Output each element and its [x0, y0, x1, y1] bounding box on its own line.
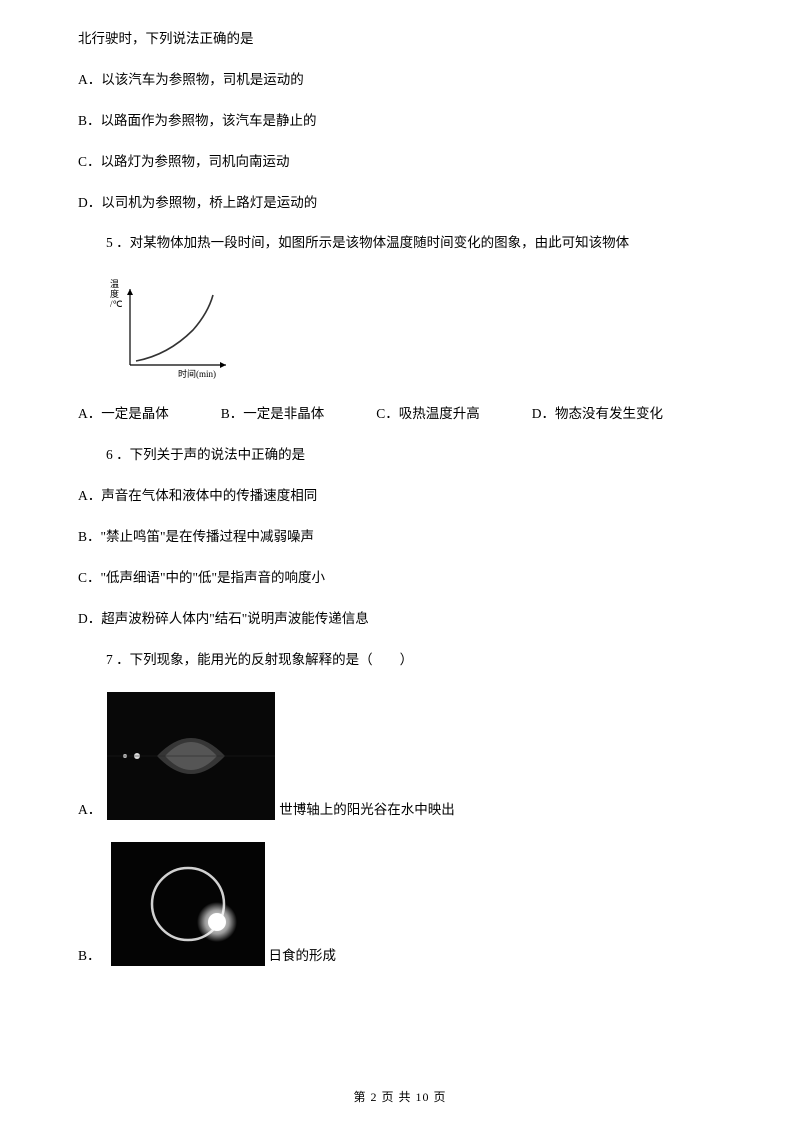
question-fragment: 北行驶时，下列说法正确的是: [78, 30, 722, 49]
temperature-graph-svg: 温 度 /℃ 时间(min): [108, 275, 238, 385]
svg-text:/℃: /℃: [110, 299, 123, 309]
q7-image-b: [111, 842, 265, 966]
q6-stem: 6 ．下列关于声的说法中正确的是: [78, 446, 722, 465]
q7-option-b-text: 日食的形成: [269, 947, 337, 966]
q4-option-d: D．以司机为参照物，桥上路灯是运动的: [78, 194, 722, 213]
q6-option-d: D．超声波粉碎人体内"结石"说明声波能传递信息: [78, 610, 722, 629]
q7-image-a: [107, 692, 275, 820]
q5-options: A．一定是晶体 B．一定是非晶体 C．吸热温度升高 D．物态没有发生变化: [78, 405, 722, 424]
q6-option-c: C．"低声细语"中的"低"是指声音的响度小: [78, 569, 722, 588]
q4-option-c: C．以路灯为参照物，司机向南运动: [78, 153, 722, 172]
q7-option-a-text: 世博轴上的阳光谷在水中映出: [279, 801, 455, 820]
q5-graph: 温 度 /℃ 时间(min): [108, 275, 238, 385]
svg-text:度: 度: [110, 288, 119, 299]
page-footer: 第 2 页 共 10 页: [0, 1089, 800, 1106]
q7-option-b-row: B． 日食的形成: [78, 842, 722, 966]
q6-option-a: A．声音在气体和液体中的传播速度相同: [78, 487, 722, 506]
q7-stem: 7 ．下列现象，能用光的反射现象解释的是（ ）: [78, 651, 722, 670]
y-axis-label: 温: [110, 279, 119, 289]
reflection-image-svg: [107, 692, 275, 820]
q6-option-b: B．"禁止鸣笛"是在传播过程中减弱噪声: [78, 528, 722, 547]
q5-stem: 5 ．对某物体加热一段时间，如图所示是该物体温度随时间变化的图象，由此可知该物体: [78, 234, 722, 253]
q5-option-c: C．吸热温度升高: [376, 405, 480, 424]
q4-option-a: A．以该汽车为参照物，司机是运动的: [78, 71, 722, 90]
q7-option-a-row: A． 世博轴上的阳光谷在水中映出: [78, 692, 722, 820]
eclipse-image-svg: [111, 842, 265, 966]
q4-option-b: B．以路面作为参照物，该汽车是静止的: [78, 112, 722, 131]
q5-option-d: D．物态没有发生变化: [532, 405, 663, 424]
x-axis-label: 时间(min): [178, 368, 216, 379]
q7-b-letter: B．: [78, 947, 101, 966]
q7-a-letter: A．: [78, 801, 101, 820]
q5-option-b: B．一定是非晶体: [221, 405, 325, 424]
q5-option-a: A．一定是晶体: [78, 405, 169, 424]
